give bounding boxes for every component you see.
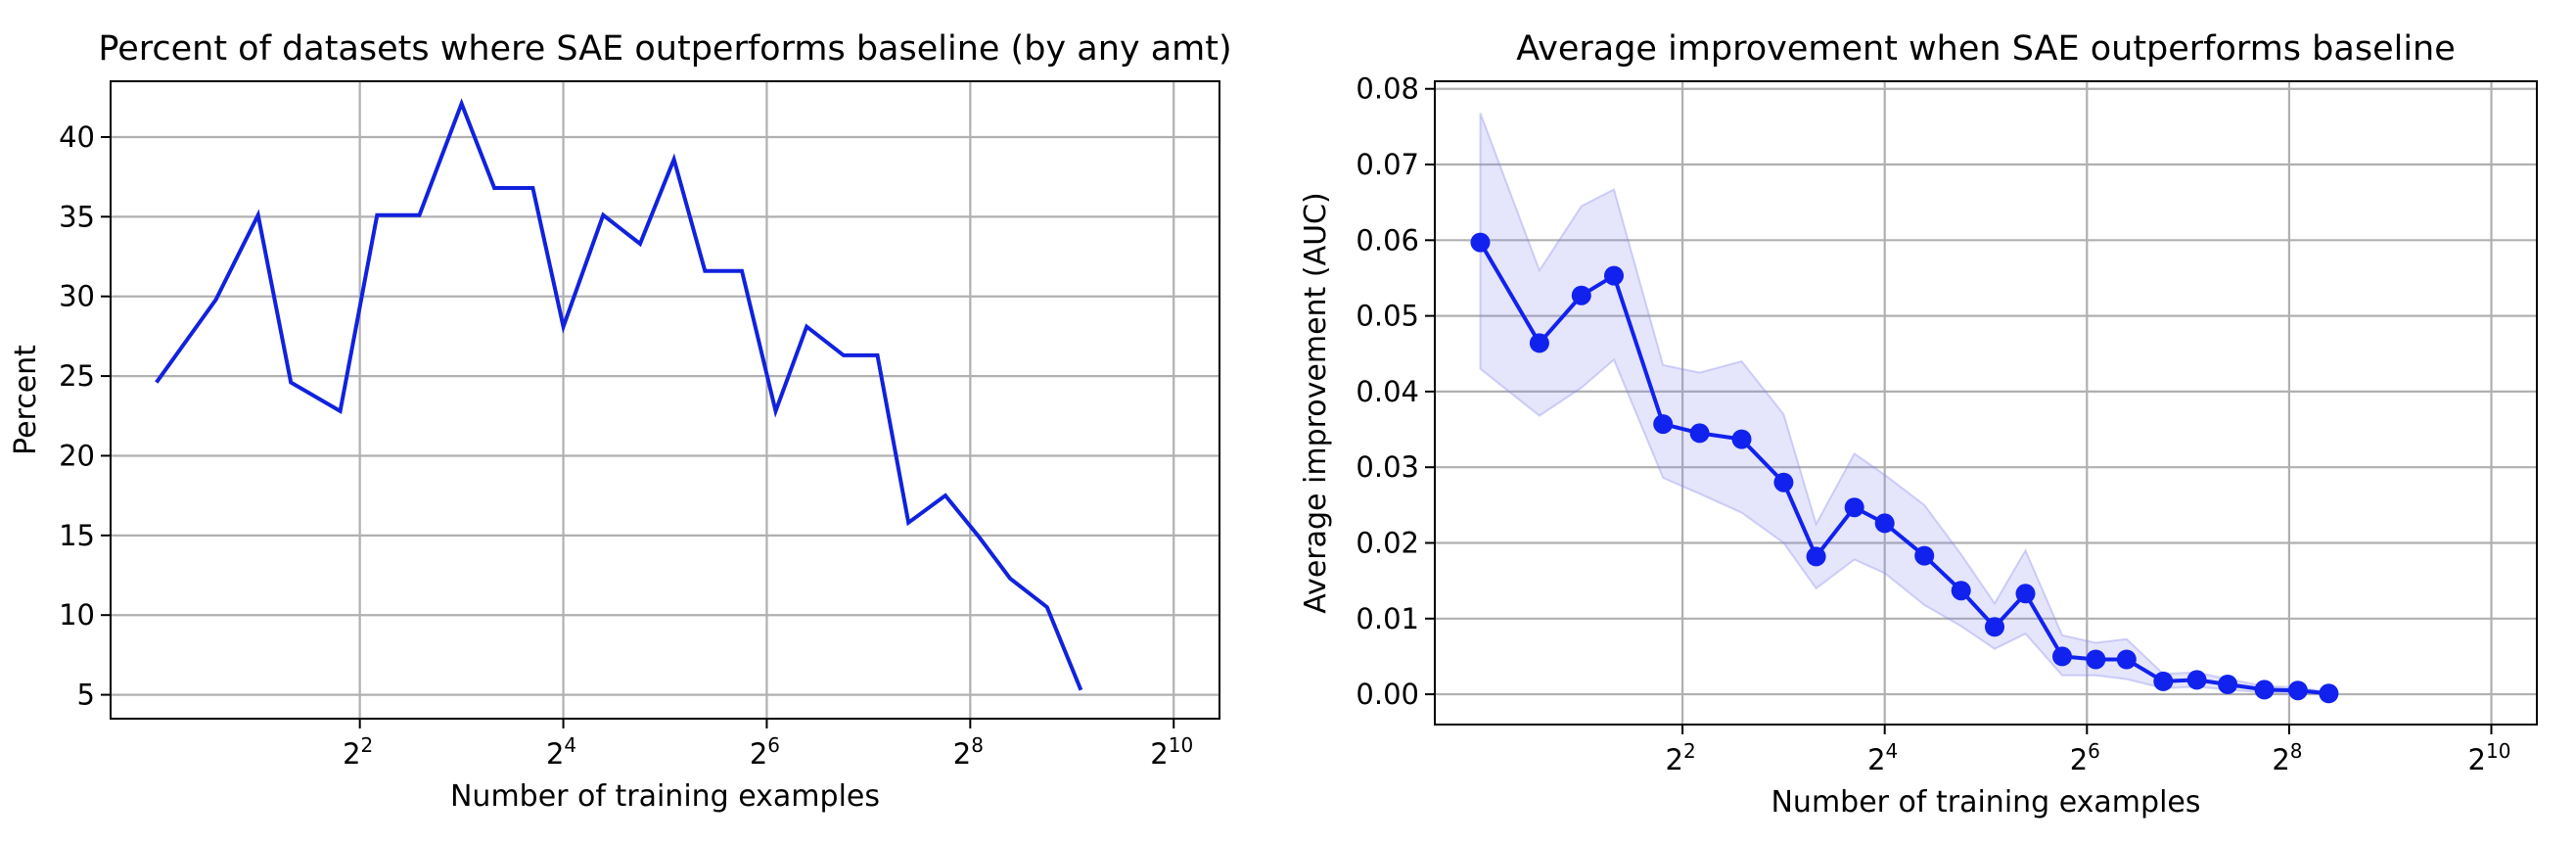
x-axis-label: Number of training examples [1771,785,2200,820]
data-point [1689,423,1710,444]
x-tick-label: 24 [546,733,576,771]
chart-average-improvement: 0.00 0.01 0.02 0.03 0.04 0.05 0.06 0.07 0.08 22 24… [1299,29,2538,820]
plot-frame [1434,80,2538,726]
y-tick-label: 0.03 [1356,450,1419,484]
y-tick-label: 30 [59,280,95,313]
y-tick-label: 20 [59,439,95,472]
y-tick-label: 0.07 [1356,148,1419,181]
y-tick-label: 35 [59,200,95,233]
y-tick-label: 40 [59,120,95,154]
data-point [2052,646,2072,667]
data-point [2287,680,2308,701]
data-point [2153,671,2174,691]
x-tick-label: 26 [750,733,780,771]
data-point [1985,617,2004,637]
y-tick-label: 0.05 [1356,300,1419,333]
data-point [2086,649,2106,670]
y-tick-label: 25 [59,359,95,393]
x-axis-label: Number of training examples [450,779,880,814]
confidence-band [1479,113,2330,696]
data-point [1731,429,1752,449]
data-point [2218,675,2238,694]
y-tick-label: 0.08 [1356,72,1419,106]
data-point [2015,584,2036,604]
data-point [1604,265,1624,286]
data-point [2186,670,2207,690]
y-tick-label: 0.02 [1356,526,1419,559]
data-point [1806,546,1826,567]
y-tick-label: 0.00 [1356,678,1419,711]
data-point [1571,285,1591,305]
x-tick-label: 210 [1150,733,1193,771]
y-tick-label: 0.06 [1356,223,1419,257]
x-tick-label: 210 [2468,739,2511,776]
x-tick-label: 26 [2070,739,2100,776]
data-point [2116,649,2137,670]
x-tick-label: 28 [2272,739,2302,776]
y-axis-label: Percent [9,345,43,455]
chart-title: Percent of datasets where SAE outperform… [98,29,1231,69]
data-point [1529,333,1549,353]
data-point [1773,472,1794,492]
y-tick-label: 0.01 [1356,602,1419,635]
data-point [1951,581,1971,601]
y-tick-label: 15 [59,519,95,552]
data-point [1653,414,1674,435]
y-tick-label: 10 [59,598,95,632]
series-line-percent [155,98,1083,691]
data-point [2319,683,2339,704]
y-tick-label: 5 [77,679,95,712]
data-point [1874,513,1895,534]
plot-frame [110,80,1220,720]
y-axis-label: Average improvement (AUC) [1299,192,1333,613]
data-point [1844,497,1864,518]
chart-title: Average improvement when SAE outperforms… [1516,29,2456,69]
chart-percent-outperform: 5 10 15 20 25 30 35 40 22 24 26 28 210 Percent of da… [9,29,1232,814]
x-tick-label: 22 [343,733,373,771]
x-tick-label: 28 [953,733,984,771]
x-tick-label: 22 [1665,739,1695,776]
data-point [1914,545,1935,566]
data-point [1470,232,1491,253]
data-point [2254,680,2275,700]
y-tick-label: 0.04 [1356,375,1419,408]
x-tick-label: 24 [1867,739,1898,776]
